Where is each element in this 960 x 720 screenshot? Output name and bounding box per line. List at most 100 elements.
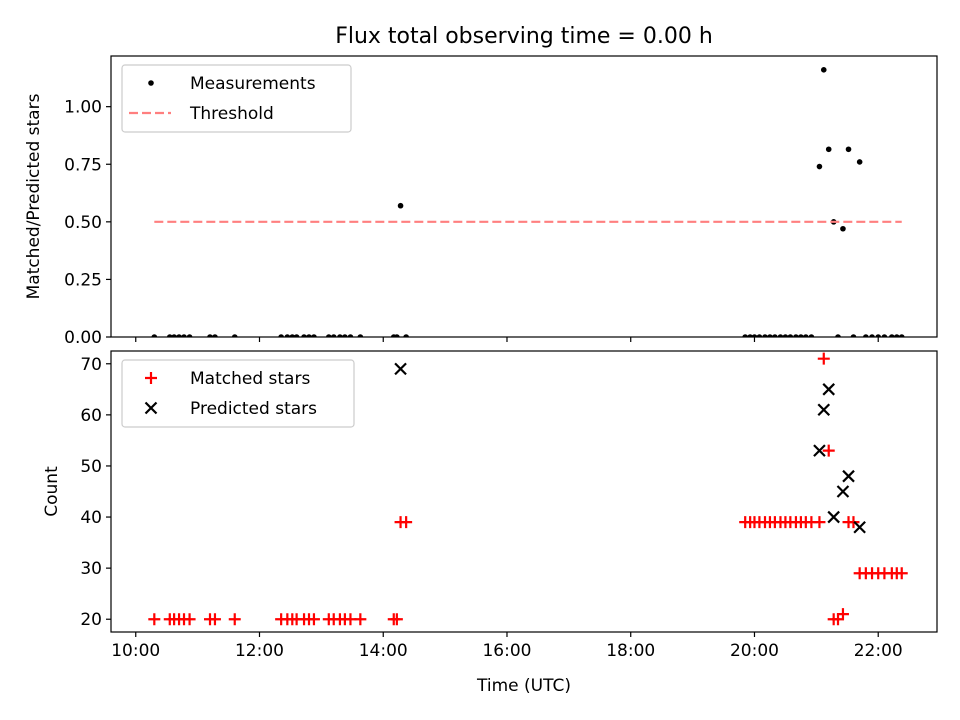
- measurement-point: [808, 334, 815, 337]
- matched-star-point: [183, 613, 196, 626]
- y-tick-label: 40: [80, 508, 102, 528]
- measurement-point: [403, 334, 409, 337]
- measurement-point: [869, 334, 875, 337]
- axes-frame: [110, 350, 938, 633]
- measurement-point: [798, 334, 804, 337]
- measurement-point: [793, 334, 799, 337]
- ratio-panel: 0.00 0.25 0.50 0.75 1.00 Matched/Predicted st…: [24, 55, 938, 348]
- x-tick-label: 22:00: [854, 641, 903, 661]
- legend-matched-swatch: [145, 372, 157, 384]
- predicted-star-point: [827, 510, 840, 524]
- matched-star-point: [208, 613, 221, 626]
- measurement-point: [151, 334, 158, 337]
- measurement-point: [762, 334, 768, 337]
- measurement-point: [845, 146, 852, 153]
- measurement-point: [394, 334, 400, 337]
- y-tick-label: 0.25: [64, 270, 102, 290]
- count-panel: 20 30 40 50 60 70 10:00 12:00 14:00 16:00 18:00 20:…: [42, 350, 938, 696]
- y-tick-label: 70: [80, 355, 102, 375]
- matched-star-point: [895, 567, 908, 580]
- measurement-point: [311, 334, 317, 337]
- plot-area: [148, 352, 908, 626]
- x-tick-label: 14:00: [359, 641, 408, 661]
- measurement-point: [787, 334, 794, 337]
- measurement-point: [825, 146, 832, 153]
- y-axis-label: Matched/Predicted stars: [24, 93, 44, 299]
- legend-entry-label: Matched stars: [190, 369, 310, 389]
- measurement-point: [820, 67, 827, 73]
- measurement-point: [756, 334, 763, 337]
- legend-entry-label: Measurements: [190, 74, 316, 94]
- measurement-point: [171, 334, 177, 337]
- y-tick-label: 50: [80, 457, 102, 477]
- legend-entry-label: Predicted stars: [190, 399, 317, 419]
- measurement-point: [803, 334, 809, 337]
- measurement-point: [782, 334, 789, 337]
- measurement-point: [347, 334, 354, 337]
- measurement-point: [181, 334, 187, 337]
- measurement-point: [278, 334, 284, 337]
- measurement-point: [397, 202, 404, 209]
- y-tick-label: 0.75: [64, 155, 102, 175]
- measurement-point: [893, 334, 900, 337]
- predicted-star-point: [817, 403, 831, 417]
- x-tick-label: 10:00: [111, 641, 160, 661]
- y-tick-label: 30: [80, 559, 102, 579]
- y-tick-label: 1.00: [64, 98, 102, 118]
- measurement-point: [207, 334, 213, 337]
- measurement-point: [293, 334, 300, 337]
- predicted-star-point: [822, 383, 836, 396]
- measurement-point: [863, 334, 869, 337]
- measurement-point: [325, 334, 332, 337]
- measurement-point: [881, 334, 888, 337]
- measurement-point: [330, 334, 337, 337]
- measurement-point: [747, 334, 753, 337]
- legend-entry-label: Threshold: [189, 104, 274, 124]
- matched-star-point: [822, 444, 835, 457]
- measurement-point: [840, 225, 846, 232]
- x-tick-label: 18:00: [606, 641, 655, 661]
- measurement-point: [772, 334, 778, 337]
- measurement-point: [856, 159, 863, 165]
- predicted-star-point: [394, 362, 407, 376]
- measurement-point: [898, 334, 905, 337]
- measurement-point: [186, 334, 193, 337]
- measurement-point: [289, 334, 296, 337]
- plot-area: [151, 67, 905, 337]
- matched-star-point: [228, 613, 241, 626]
- predicted-star-point: [836, 485, 850, 498]
- predicted-star-point: [842, 469, 855, 483]
- legend-predicted-swatch: [144, 401, 158, 415]
- measurement-point: [742, 334, 748, 337]
- measurement-point: [889, 334, 895, 337]
- x-tick-label: 20:00: [730, 641, 779, 661]
- measurement-point: [306, 334, 312, 337]
- matched-star-point: [836, 608, 849, 621]
- measurement-point: [166, 334, 173, 337]
- legend-box: [121, 64, 352, 133]
- matched-star-point: [847, 516, 860, 529]
- y-axis-label: Count: [42, 466, 62, 517]
- chart-title: Flux total observing time = 0.00 h: [335, 24, 713, 49]
- y-tick-label: 0.00: [64, 328, 102, 348]
- x-tick-label: 12:00: [235, 641, 284, 661]
- y-tick-label: 60: [80, 406, 102, 426]
- matched-star-point: [390, 613, 403, 626]
- measurement-point: [176, 334, 182, 337]
- y-tick-label: 0.50: [64, 213, 102, 233]
- legend-measurement-swatch: [148, 80, 154, 86]
- measurement-point: [767, 334, 773, 337]
- measurement-point: [301, 334, 307, 337]
- matched-star-point: [817, 352, 830, 365]
- measurement-point: [875, 334, 882, 337]
- measurement-point: [777, 334, 784, 337]
- measurement-point: [212, 334, 218, 337]
- legend-box: [121, 359, 355, 428]
- axes-frame: [110, 55, 938, 338]
- measurement-point: [835, 334, 841, 337]
- measurement-point: [337, 334, 343, 337]
- matched-star-point: [307, 613, 320, 626]
- predicted-star-point: [813, 444, 826, 457]
- measurement-point: [284, 334, 291, 337]
